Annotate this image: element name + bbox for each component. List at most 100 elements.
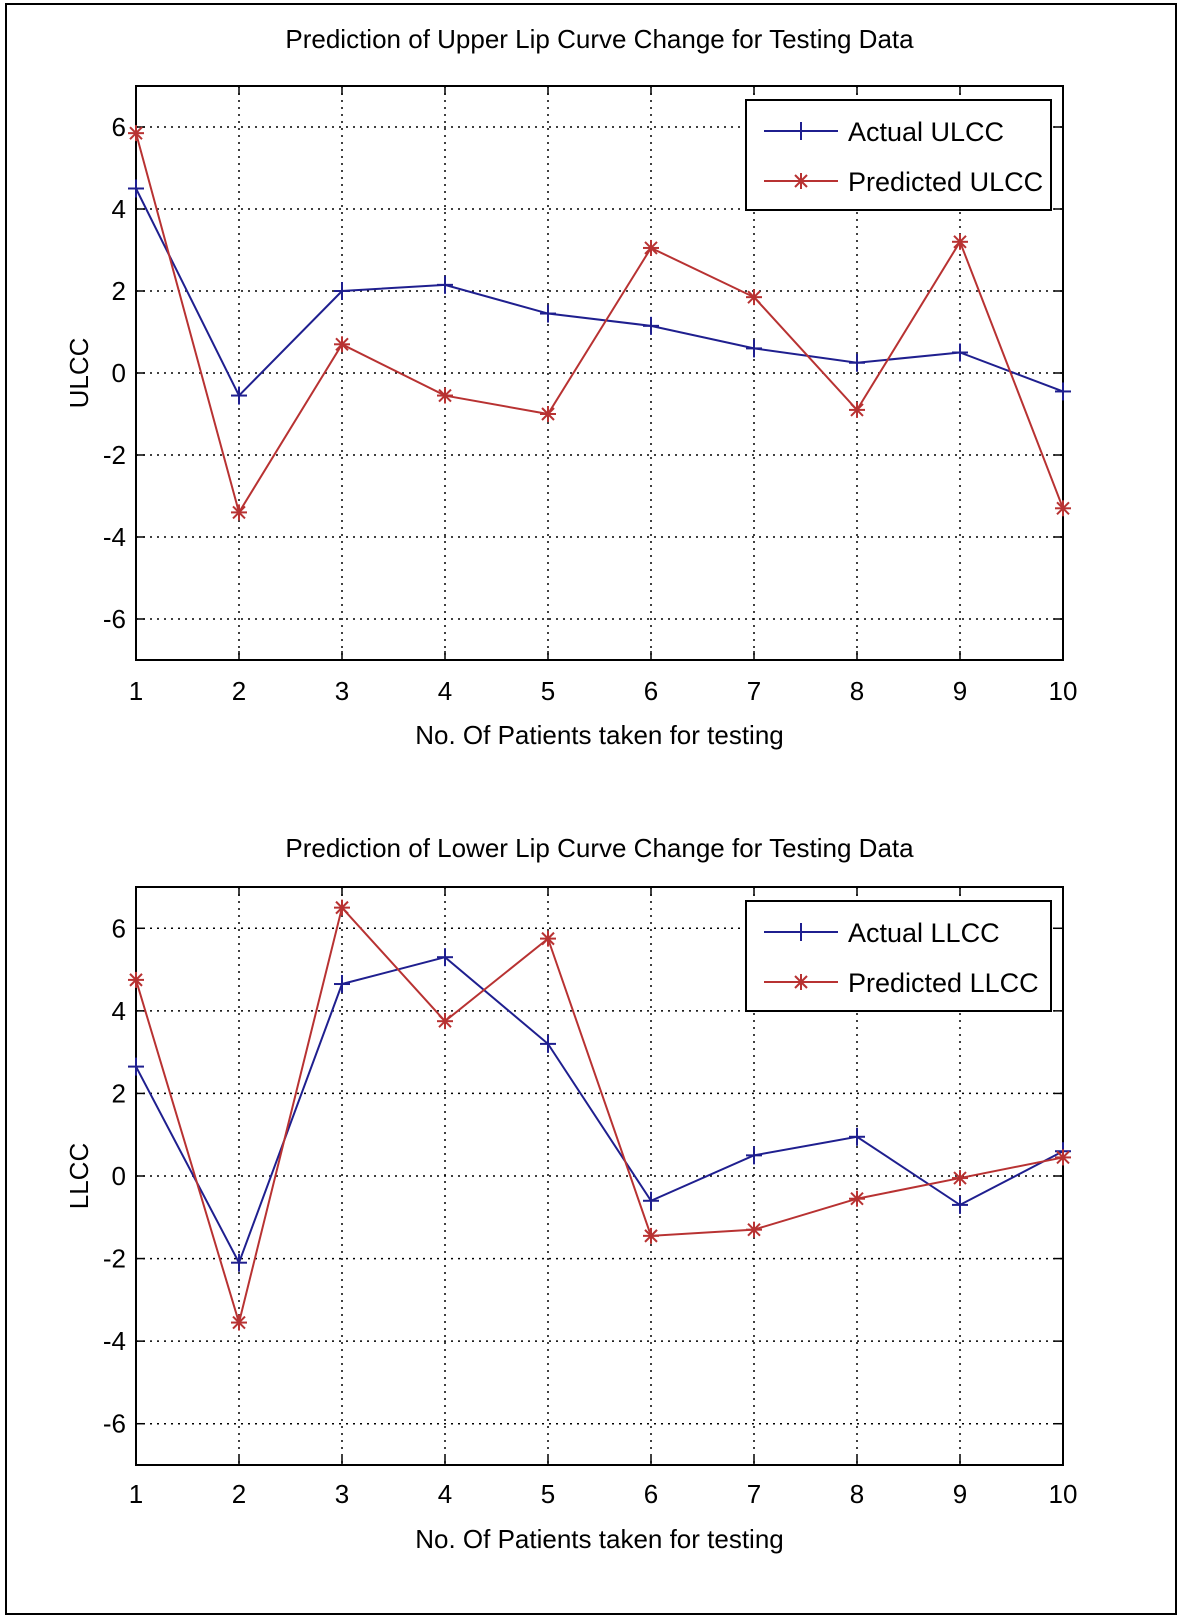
chart2-data-point bbox=[849, 1190, 865, 1207]
chart1-legend-box bbox=[745, 99, 1052, 211]
chart1-grid bbox=[136, 86, 1063, 660]
chart2-legend-label: Actual LLCC bbox=[848, 918, 1000, 948]
chart2-data-point bbox=[952, 1170, 968, 1187]
chart2-xlabel: No. Of Patients taken for testing bbox=[415, 1524, 784, 1554]
chart1-data-point bbox=[334, 282, 350, 300]
chart1-data-point bbox=[952, 233, 968, 250]
chart1-data-point bbox=[643, 316, 659, 335]
chart2-title: Prediction of Lower Lip Curve Change for… bbox=[285, 833, 914, 863]
chart1-data-point bbox=[540, 304, 556, 323]
chart2-xtick-label: 8 bbox=[850, 1479, 864, 1509]
chart1-data-point bbox=[334, 336, 350, 353]
chart1-xtick-label: 8 bbox=[850, 676, 864, 706]
chart1-xtick-label: 1 bbox=[129, 676, 143, 706]
chart2-data-point bbox=[849, 1127, 865, 1146]
chart2-xtick-label: 3 bbox=[335, 1479, 349, 1509]
chart1-ytick-label: 2 bbox=[112, 276, 126, 306]
chart2-xtick-label: 1 bbox=[129, 1479, 143, 1509]
chart1-xtick-label: 10 bbox=[1049, 676, 1078, 706]
chart2-series-line bbox=[135, 905, 1064, 1327]
chart1-legend-label: Actual ULCC bbox=[848, 117, 1004, 147]
chart2-xtick-label: 6 bbox=[644, 1479, 658, 1509]
chart1-xtick-label: 6 bbox=[644, 676, 658, 706]
chart1-ylabel: ULCC bbox=[64, 338, 94, 409]
chart2-legend-label: Predicted LLCC bbox=[848, 968, 1039, 998]
chart1-data-point bbox=[849, 353, 865, 372]
chart1-ytick-label: -2 bbox=[103, 440, 126, 470]
chart2-data-point bbox=[334, 899, 350, 916]
chart1-ytick-label: 0 bbox=[112, 358, 126, 388]
chart2-series-line bbox=[135, 956, 1064, 1266]
chart2-ytick-label: 0 bbox=[112, 1161, 126, 1191]
chart1-data-point bbox=[1055, 382, 1071, 401]
chart1-legend-item: Actual ULCC bbox=[764, 117, 1004, 147]
chart1-ytick-label: -4 bbox=[103, 522, 126, 552]
chart1-series-line bbox=[135, 188, 1064, 398]
chart2-xtick-label: 5 bbox=[541, 1479, 555, 1509]
chart2-xtick-label: 10 bbox=[1049, 1479, 1078, 1509]
chart1-series-2 bbox=[128, 125, 1071, 521]
chart1-xtick-label: 9 bbox=[953, 676, 967, 706]
chart2-legend-item: Predicted LLCC bbox=[764, 968, 1039, 998]
chart1-data-point bbox=[437, 275, 453, 294]
chart1-xtick-label: 7 bbox=[747, 676, 761, 706]
chart2-series-1 bbox=[128, 948, 1071, 1272]
chart2-data-point bbox=[1055, 1149, 1071, 1166]
chart1-legend-item: Predicted ULCC bbox=[764, 167, 1043, 197]
chart2-ytick-label: 2 bbox=[112, 1078, 126, 1108]
chart2-xtick-label: 2 bbox=[232, 1479, 246, 1509]
chart1-data-point bbox=[128, 179, 144, 198]
chart1-xtick-label: 5 bbox=[541, 676, 555, 706]
chart1-data-point bbox=[952, 343, 968, 362]
chart1-ytick-label: 4 bbox=[112, 194, 126, 224]
chart1-data-point bbox=[746, 339, 762, 358]
chart2-data-point bbox=[540, 1034, 556, 1053]
chart1-data-point bbox=[1055, 500, 1071, 517]
chart2-data-point bbox=[128, 971, 144, 988]
chart2-data-point bbox=[334, 975, 350, 994]
chart2-data-point bbox=[952, 1195, 968, 1214]
chart1-data-point bbox=[231, 386, 247, 405]
chart2-ytick-label: 4 bbox=[112, 996, 126, 1026]
chart2-data-point bbox=[231, 1314, 247, 1331]
chart2-xtick-label: 4 bbox=[438, 1479, 452, 1509]
chart2-xtick-label: 7 bbox=[747, 1479, 761, 1509]
chart1-data-point bbox=[643, 239, 659, 256]
chart1-series-line bbox=[135, 132, 1064, 515]
chart2-ytick-label: -2 bbox=[103, 1244, 126, 1274]
chart2-legend-box bbox=[745, 900, 1052, 1012]
chart1-data-point bbox=[231, 504, 247, 521]
chart2-data-point bbox=[746, 1221, 762, 1238]
chart2-xtick-label: 9 bbox=[953, 1479, 967, 1509]
chart1-data-point bbox=[437, 387, 453, 404]
chart2-data-point bbox=[128, 1057, 144, 1076]
chart1-data-point bbox=[128, 125, 144, 142]
chart2-ylabel: LLCC bbox=[64, 1143, 94, 1209]
chart2-data-point bbox=[643, 1227, 659, 1244]
chart1-data-point bbox=[849, 401, 865, 418]
figure-canvas: Prediction of Upper Lip Curve Change for… bbox=[64, 24, 1078, 1554]
chart1-data-point bbox=[746, 289, 762, 306]
chart2-data-point bbox=[643, 1191, 659, 1210]
chart2-ytick-label: -6 bbox=[103, 1409, 126, 1439]
figure-frame: Prediction of Upper Lip Curve Change for… bbox=[5, 3, 1177, 1615]
chart1-ytick-label: 6 bbox=[112, 112, 126, 142]
chart1-xtick-label: 3 bbox=[335, 676, 349, 706]
chart2-ytick-label: -4 bbox=[103, 1326, 126, 1356]
chart2-data-point bbox=[746, 1146, 762, 1165]
chart1-title: Prediction of Upper Lip Curve Change for… bbox=[285, 24, 914, 54]
chart2-ytick-label: 6 bbox=[112, 913, 126, 943]
chart1-xtick-label: 2 bbox=[232, 676, 246, 706]
chart1-data-point bbox=[540, 406, 556, 422]
chart2-data-point bbox=[231, 1253, 247, 1272]
chart1-series-1 bbox=[128, 179, 1071, 405]
chart2-data-point bbox=[437, 1013, 453, 1030]
chart2-legend-item: Actual LLCC bbox=[764, 918, 1000, 948]
chart2-series-2 bbox=[128, 899, 1071, 1331]
chart1-xtick-label: 4 bbox=[438, 676, 452, 706]
chart1-xlabel: No. Of Patients taken for testing bbox=[415, 720, 784, 750]
chart1-legend-label: Predicted ULCC bbox=[848, 167, 1043, 197]
chart2: Prediction of Lower Lip Curve Change for… bbox=[64, 833, 1077, 1554]
chart1-ytick-label: -6 bbox=[103, 604, 126, 634]
chart2-legend: Actual LLCC Predicted LLCC bbox=[745, 900, 1052, 1012]
